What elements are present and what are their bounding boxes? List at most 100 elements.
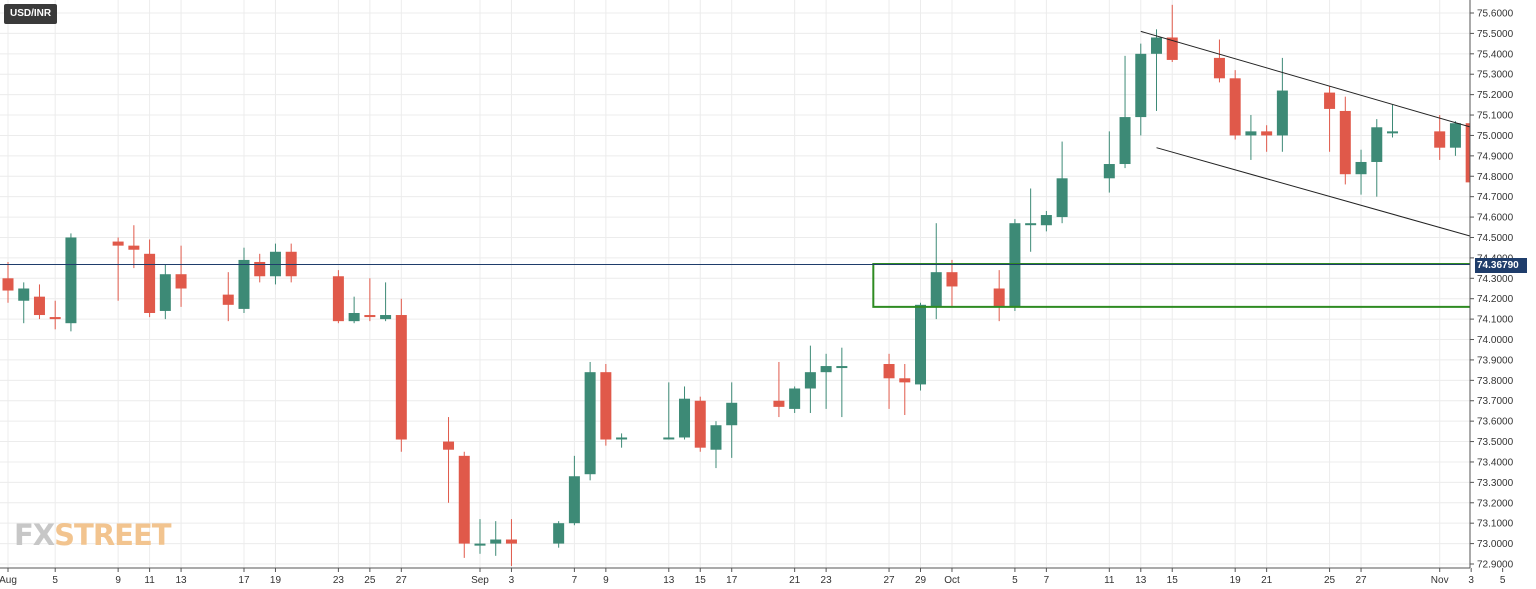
candle-body <box>1025 223 1037 226</box>
candle <box>112 237 124 301</box>
candle <box>1103 131 1115 193</box>
x-tick-label: 17 <box>726 575 738 586</box>
candle-body <box>458 455 470 544</box>
x-tick-label: 19 <box>270 575 282 586</box>
candle-body <box>836 366 848 369</box>
candle <box>2 261 14 303</box>
candle-body <box>65 237 77 324</box>
candle-body <box>946 272 958 287</box>
candle-body <box>238 259 250 309</box>
candle <box>1339 96 1351 185</box>
y-tick-label: 75.4000 <box>1477 49 1514 60</box>
candle-body <box>773 400 785 407</box>
x-tick-label: 27 <box>396 575 408 586</box>
x-tick-label: 3 <box>509 575 515 586</box>
x-tick-label: 21 <box>789 575 801 586</box>
candle <box>1355 149 1367 195</box>
candle <box>663 382 675 440</box>
x-tick-label: Nov <box>1431 575 1449 586</box>
candle <box>144 239 156 318</box>
candle-body <box>726 402 738 426</box>
candle <box>600 364 612 446</box>
y-tick-label: 74.0000 <box>1477 335 1514 346</box>
candle <box>993 270 1005 322</box>
y-tick-label: 75.5000 <box>1477 29 1514 40</box>
x-tick-label: 17 <box>238 575 250 586</box>
candle-body <box>128 245 140 250</box>
candle-body <box>930 272 942 307</box>
candle <box>1040 210 1052 232</box>
x-tick-label: 19 <box>1230 575 1242 586</box>
x-tick-label: 13 <box>176 575 188 586</box>
grid <box>0 0 1504 568</box>
x-tick-label: 13 <box>663 575 675 586</box>
candle <box>65 233 77 332</box>
y-tick-label: 74.3000 <box>1477 274 1514 285</box>
x-tick-label: 13 <box>1135 575 1147 586</box>
x-tick-label: 9 <box>115 575 121 586</box>
candle-body <box>1229 78 1241 136</box>
x-tick-label: 27 <box>1355 575 1367 586</box>
candle-body <box>1151 37 1163 54</box>
candle-body <box>364 315 376 318</box>
candle <box>348 296 360 324</box>
candle-body <box>663 437 675 440</box>
candle-body <box>820 366 832 373</box>
candle-body <box>1056 178 1068 218</box>
x-tick-label: 3 <box>1468 575 1474 586</box>
candle-body <box>490 539 502 544</box>
x-tick-label: 9 <box>603 575 609 586</box>
candle-body <box>1009 223 1021 307</box>
y-tick-label: 74.5000 <box>1477 233 1514 244</box>
candle-body <box>505 539 517 544</box>
y-tick-label: 74.9000 <box>1477 151 1514 162</box>
y-tick-label: 75.3000 <box>1477 70 1514 81</box>
candle-body <box>144 253 156 313</box>
candle <box>804 345 816 413</box>
x-tick-label: 7 <box>1044 575 1050 586</box>
candle <box>836 347 848 418</box>
candle-body <box>175 274 187 289</box>
y-tick-label: 73.0000 <box>1477 539 1514 550</box>
candle-body <box>222 294 234 305</box>
candle <box>1229 70 1241 140</box>
candle <box>1261 125 1273 152</box>
candle-body <box>993 288 1005 307</box>
candle-body <box>1245 131 1257 136</box>
y-tick-label: 73.2000 <box>1477 498 1514 509</box>
channel-bottom <box>1156 147 1536 256</box>
y-tick-label: 75.6000 <box>1477 9 1514 20</box>
candle-body <box>348 312 360 322</box>
candle <box>773 361 785 418</box>
candle-body <box>33 296 45 316</box>
candle-body <box>1276 90 1288 136</box>
candle-body <box>1119 117 1131 165</box>
candle <box>726 382 738 458</box>
candle <box>380 282 392 322</box>
candle-body <box>443 441 455 450</box>
y-tick-label: 73.4000 <box>1477 457 1514 468</box>
candle-body <box>18 288 30 301</box>
x-tick-label: 23 <box>333 575 345 586</box>
current-price-badge: 74.36790 <box>1475 258 1527 273</box>
y-tick-label: 75.1000 <box>1477 111 1514 122</box>
candle <box>1151 29 1163 111</box>
candle <box>820 353 832 409</box>
fxstreet-watermark: FXSTREET <box>14 518 172 552</box>
candles <box>2 4 1509 567</box>
candle-body <box>49 317 61 320</box>
candle <box>899 364 911 416</box>
candle-body <box>883 364 895 379</box>
candle-body <box>1135 53 1147 118</box>
x-tick-label: 27 <box>883 575 895 586</box>
y-tick-label: 73.9000 <box>1477 355 1514 366</box>
x-tick-label: Aug <box>0 575 17 586</box>
candle-body <box>600 372 612 440</box>
candle-body <box>1339 110 1351 175</box>
channel-top <box>1140 30 1536 147</box>
x-tick-label: 29 <box>915 575 927 586</box>
candle-body <box>395 315 407 440</box>
candle-body <box>474 543 486 546</box>
candle-body <box>694 400 706 448</box>
